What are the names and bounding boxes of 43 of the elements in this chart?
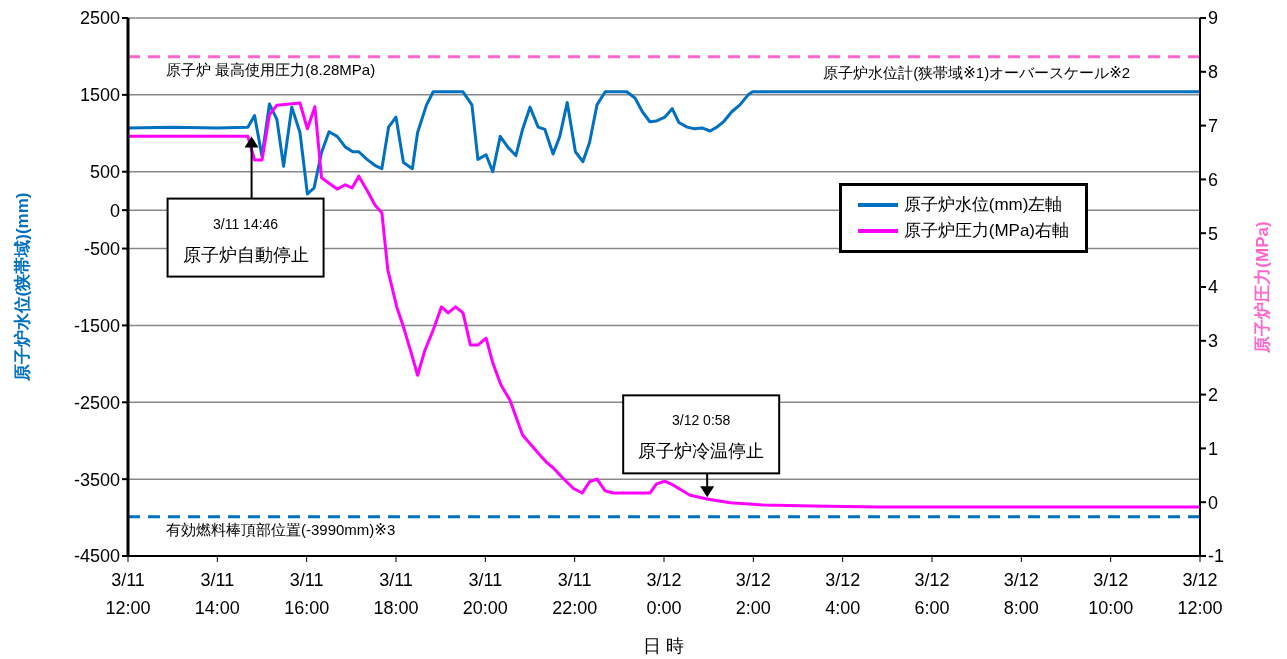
y2-tick-label: 9 [1208, 8, 1219, 29]
x-tick-label: 3/12 6:00 [914, 570, 950, 618]
ref-line-label: 有効燃料棒頂部位置(-3990mm)※3 [166, 521, 396, 539]
x-tick-label: 3/12 8:00 [1003, 570, 1039, 618]
y2-tick-label: 5 [1208, 223, 1219, 244]
x-tick-label: 3/11 18:00 [373, 570, 419, 618]
annotation: 原子炉水位計(狭帯域※1)オーバースケール※2 [823, 63, 1131, 81]
x-tick-label: 3/12 4:00 [825, 570, 861, 618]
legend-label: 原子炉水位(mm)左軸 [903, 194, 1063, 216]
y2-tick-label: 7 [1208, 115, 1219, 136]
x-tick-label: 3/11 12:00 [105, 570, 151, 618]
y2-tick-label: -1 [1208, 546, 1225, 567]
y2-tick-label: 2 [1208, 384, 1219, 405]
x-tick-label: 3/11 16:00 [284, 570, 330, 618]
annotation: 3/12 0:58 原子炉冷温停止 [638, 412, 765, 462]
y-tick-label: 0 [109, 200, 120, 221]
x-axis-title: 日 時 [643, 636, 685, 656]
x-tick-label: 3/12 10:00 [1088, 570, 1134, 618]
x-tick-label: 3/11 22:00 [552, 570, 598, 618]
x-tick-label: 3/12 12:00 [1177, 570, 1223, 618]
y-tick-label: -4500 [73, 546, 120, 567]
ref-line-label: 原子炉 最高使用圧力(8.28MPa) [166, 61, 376, 79]
y-axis-title: 原子炉水位(狭帯域)(mm) [13, 192, 33, 383]
y2-tick-label: 6 [1208, 169, 1219, 190]
x-tick-label: 3/11 14:00 [194, 570, 240, 618]
y-tick-label: -1500 [73, 315, 120, 336]
legend-label: 原子炉圧力(MPa)右軸 [903, 220, 1069, 242]
y2-tick-label: 1 [1208, 438, 1219, 459]
y2-tick-label: 3 [1208, 331, 1219, 352]
y-tick-label: 500 [89, 162, 120, 183]
y2-tick-label: 4 [1208, 277, 1219, 298]
y-tick-label: -3500 [73, 469, 120, 490]
y2-tick-label: 8 [1208, 62, 1219, 83]
x-tick-label: 3/12 0:00 [646, 570, 682, 618]
x-tick-label: 3/12 2:00 [735, 570, 771, 618]
y2-tick-label: 0 [1208, 492, 1219, 513]
y-tick-label: -2500 [73, 392, 120, 413]
y-tick-label: 1500 [79, 85, 120, 106]
x-tick-label: 3/11 20:00 [462, 570, 508, 618]
y-tick-label: 2500 [79, 8, 120, 29]
y-tick-label: -500 [83, 238, 120, 259]
y2-axis-title: 原子炉圧力(MPa) [1253, 221, 1273, 354]
annotation: 3/11 14:46 原子炉自動停止 [182, 215, 309, 265]
